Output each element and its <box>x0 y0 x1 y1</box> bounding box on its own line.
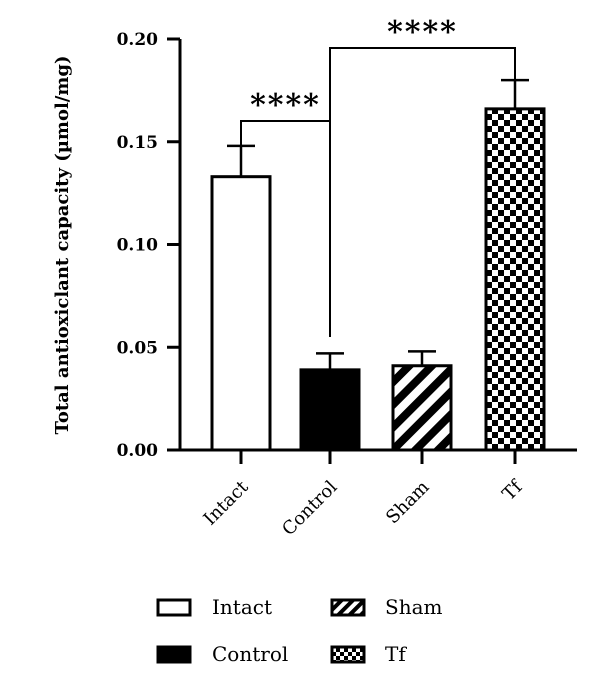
x-tick-label-control: Control <box>278 477 342 541</box>
bar-intact <box>210 175 272 452</box>
significance-label: **** <box>250 88 321 123</box>
legend-label-control: Control <box>212 642 288 666</box>
legend-swatch-intact <box>156 598 192 617</box>
legend-label-intact: Intact <box>212 595 272 619</box>
y-tick-label: 0.10 <box>117 236 159 256</box>
legend-swatch-sham <box>330 598 366 617</box>
x-axis-ticks: Intact Control Sham Tf <box>200 450 527 541</box>
bar-control <box>299 368 361 452</box>
y-tick-label: 0.05 <box>117 338 158 358</box>
y-tick-label: 0.15 <box>117 133 158 153</box>
y-tick-label: 0.00 <box>117 441 159 461</box>
error-bars-group <box>227 78 529 370</box>
legend-label-tf: Tf <box>385 642 407 666</box>
significance-bracket <box>329 47 516 337</box>
significance-label: **** <box>387 15 458 50</box>
y-axis-label: Total antioxiclant capacity (µmol/mg) <box>52 55 73 434</box>
legend-swatch-tf <box>330 645 366 664</box>
legend-swatch-control <box>156 645 192 664</box>
x-tick-label-sham: Sham <box>382 477 433 528</box>
x-tick-label-intact: Intact <box>200 476 254 530</box>
y-axis-ticks: 0.00 0.05 0.10 0.15 0.20 <box>117 30 180 461</box>
legend-label-sham: Sham <box>385 595 443 619</box>
y-tick-label: 0.20 <box>117 30 159 50</box>
legend: Intact Sham Control Tf <box>156 595 443 666</box>
x-tick-label-tf: Tf <box>498 476 527 505</box>
bar-tf <box>484 107 546 452</box>
significance-brackets: **** **** <box>240 15 516 337</box>
bars-group <box>210 107 546 452</box>
bar-sham <box>391 364 453 452</box>
